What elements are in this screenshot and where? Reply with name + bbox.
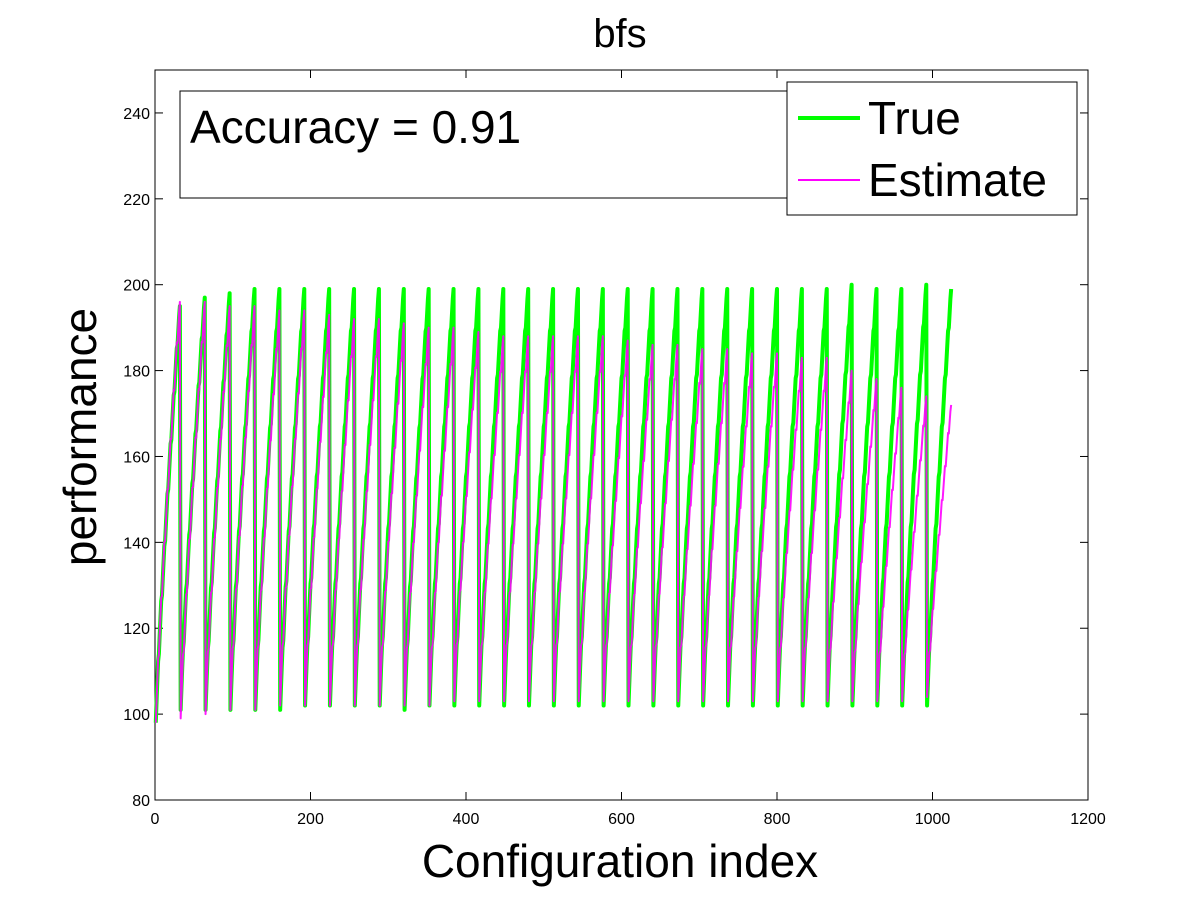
accuracy-annotation: Accuracy = 0.91 (179, 90, 792, 199)
y-tick-label: 100 (123, 707, 150, 724)
x-tick-label: 1200 (1070, 811, 1106, 828)
legend-box (786, 81, 1078, 216)
y-tick-label: 80 (132, 793, 150, 810)
legend: True Estimate (786, 81, 1078, 216)
x-tick-label: 0 (151, 811, 160, 828)
chart-title: bfs (593, 12, 646, 56)
legend-label-true: True (868, 92, 961, 144)
series-layer (153, 282, 954, 723)
x-tick-label: 800 (764, 811, 791, 828)
y-tick-label: 220 (123, 192, 150, 209)
y-tick-label: 160 (123, 449, 150, 466)
y-axis-label: performance (54, 308, 106, 566)
y-tick-label: 240 (123, 106, 150, 123)
legend-label-estimate: Estimate (868, 154, 1047, 206)
annotation-box (179, 90, 792, 199)
ticks-layer: 0 200 400 600 800 1000 1200 80 100 120 140 160 180 20… (123, 70, 1106, 828)
x-tick-label: 200 (297, 811, 324, 828)
x-axis-label: Configuration index (422, 835, 818, 887)
y-tick-label: 180 (123, 364, 150, 381)
x-tick-label: 600 (608, 811, 635, 828)
y-tick-label: 200 (123, 278, 150, 295)
y-tick-label: 120 (123, 621, 150, 638)
y-tick-label: 140 (123, 535, 150, 552)
x-tick-label: 1000 (915, 811, 951, 828)
annotation-text: Accuracy = 0.91 (190, 101, 521, 153)
x-tick-label: 400 (453, 811, 480, 828)
series-line-estimate (154, 300, 953, 723)
